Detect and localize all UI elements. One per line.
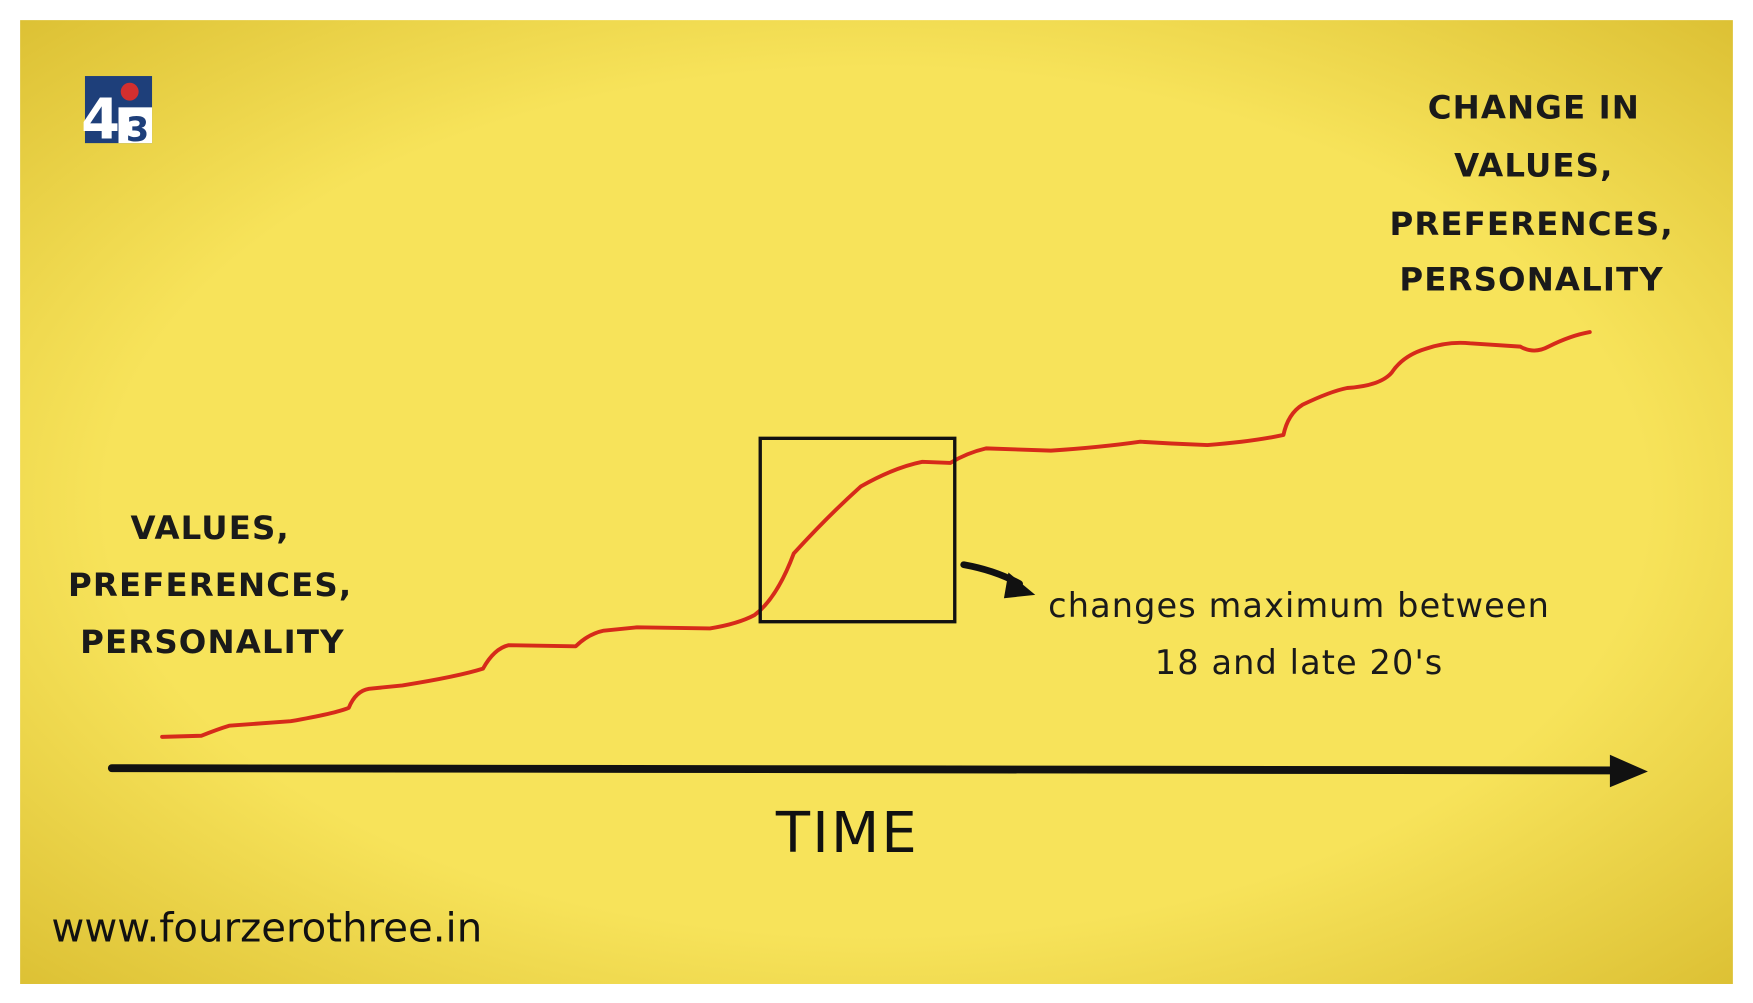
background [20,20,1733,984]
logo-inner [118,107,153,144]
trend-line [160,330,1592,739]
logo: 4 3 [81,76,153,153]
arrow-head [1003,572,1036,599]
annotation-line: changes maximum between [1048,586,1550,625]
label-line: VALUES, [1454,147,1613,185]
logo-digit: 4 [81,88,120,153]
label-line: CHANGE IN [1428,89,1640,127]
annotation: changes maximum between 18 and late 20's [1048,586,1550,682]
axis-label: TIME [775,801,919,866]
website: www.fourzerothree.in [51,905,482,951]
label-line: PREFERENCES, [68,566,352,604]
label-line: PREFERENCES, [1389,205,1673,243]
top-right-label: CHANGE IN VALUES, PREFERENCES, PERSONALI… [1389,89,1673,299]
axis-arrow-head [1609,754,1648,788]
logo-digit: 3 [126,110,149,149]
label-line: PERSONALITY [1399,261,1663,299]
logo-dot [120,82,139,101]
time-axis [107,764,1625,775]
highlight-box [758,436,957,624]
annotation-line: 18 and late 20's [1155,643,1444,682]
label-line: PERSONALITY [80,623,344,661]
label-line: VALUES, [130,509,289,547]
left-label: VALUES, PREFERENCES, PERSONALITY [68,509,352,661]
